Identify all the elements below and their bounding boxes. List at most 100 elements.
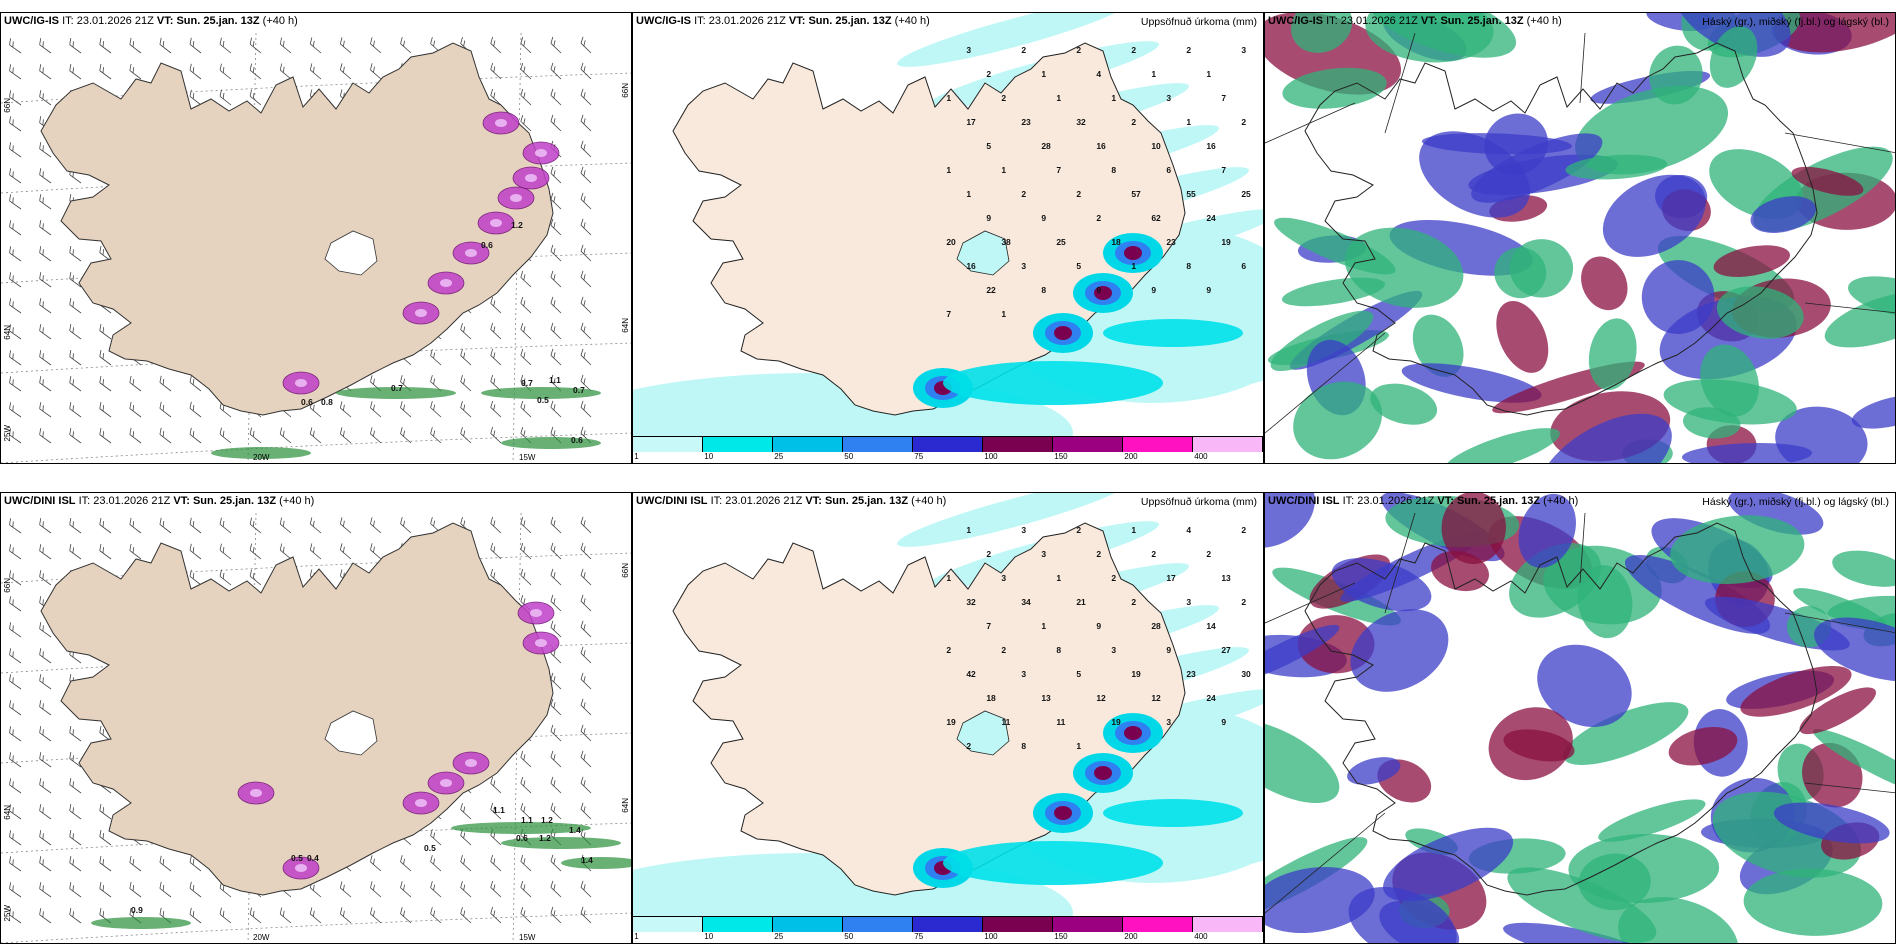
panel-title: Háský (gr.), miðský (fj.bl.) og lágský (… xyxy=(1702,496,1889,508)
wind-value-label: 1.4 xyxy=(569,825,581,835)
wind-value-label: 1.2 xyxy=(541,815,553,825)
lat-label: 66N xyxy=(621,83,630,98)
colorbar-label: 75 xyxy=(914,452,924,461)
precip-value-label: 1 xyxy=(946,93,951,103)
colorbar-label: 200 xyxy=(1124,932,1138,941)
precip-value-label: 8 xyxy=(1186,261,1191,271)
precip-value-label: 28 xyxy=(1151,621,1161,631)
precip-value-label: 2 xyxy=(1131,597,1136,607)
precip-value-label: 1 xyxy=(1131,525,1136,535)
model-name: UWC/DINI ISL xyxy=(4,495,76,507)
precip-value-label: 13 xyxy=(1041,693,1051,703)
precip-value-label: 3 xyxy=(1111,645,1116,655)
precip-value-label: 1 xyxy=(1131,261,1136,271)
precip-value-label: 7 xyxy=(986,621,991,631)
precip-value-label: 34 xyxy=(1021,597,1031,607)
precip-value-label: 1 xyxy=(966,189,971,199)
precip-value-label: 3 xyxy=(966,45,971,55)
lon-label: 15W xyxy=(519,453,536,462)
precip-value-label: 16 xyxy=(1096,141,1106,151)
colorbar-swatch xyxy=(1053,917,1123,932)
precip-value-label: 25 xyxy=(1241,189,1251,199)
cloud-panel-row1: UWC/IG-IS IT: 23.01.2026 21Z VT: Sun. 25… xyxy=(1264,12,1896,464)
colorbar-swatch xyxy=(913,437,983,452)
precip-value-label: 11 xyxy=(1001,717,1010,727)
precip-value-label: 2 xyxy=(1021,189,1026,199)
colorbar-label: 150 xyxy=(1054,452,1068,461)
lon-label: 25W xyxy=(3,905,12,922)
colorbar-swatch xyxy=(843,437,913,452)
precip-value-label: 14 xyxy=(1206,621,1216,631)
lat-label: 64N xyxy=(3,805,12,820)
colorbar-label: 50 xyxy=(844,452,854,461)
precip-value-label: 28 xyxy=(1041,141,1051,151)
colorbar-label: 50 xyxy=(844,932,854,941)
precip-value-label: 3 xyxy=(1001,573,1006,583)
colorbar-label: 1 xyxy=(634,932,639,941)
lat-label: 66N xyxy=(3,578,12,593)
colorbar-swatch xyxy=(633,437,703,452)
init-time: 23.01.2026 21Z xyxy=(93,495,171,507)
colorbar-label: 75 xyxy=(914,932,924,941)
precip-value-label: 24 xyxy=(1206,693,1216,703)
wind-value-label: 0.7 xyxy=(573,385,585,395)
wind-value-label: 0.6 xyxy=(516,833,528,843)
precip-value-label: 6 xyxy=(1166,165,1171,175)
precip-value-label: 22 xyxy=(986,285,996,295)
precip-value-label: 7 xyxy=(1221,93,1226,103)
precip-value-label: 4 xyxy=(1186,525,1191,535)
precip-value-label: 2 xyxy=(1241,597,1246,607)
precip-panel-row2: UWC/DINI ISL IT: 23.01.2026 21Z VT: Sun.… xyxy=(632,492,1264,944)
colorbar-swatch xyxy=(773,917,843,932)
lat-label: 64N xyxy=(3,325,12,340)
precip-value-label: 8 xyxy=(1041,285,1046,295)
precip-value-label: 3 xyxy=(1021,525,1026,535)
precip-value-label: 2 xyxy=(1076,189,1081,199)
precip-value-label: 23 xyxy=(1166,237,1176,247)
colorbar-swatch xyxy=(983,437,1053,452)
wind-value-label: 0.7 xyxy=(391,383,403,393)
precip-value-label: 11 xyxy=(1056,717,1065,727)
wind-value-label: 0.5 xyxy=(291,853,303,863)
precip-value-label: 7 xyxy=(946,309,951,319)
precip-value-label: 62 xyxy=(1151,213,1161,223)
precip-value-label: 24 xyxy=(1206,213,1216,223)
panel-title: Háský (gr.), miðský (fj.bl.) og lágský (… xyxy=(1702,16,1889,28)
precip-value-label: 5 xyxy=(1076,261,1081,271)
colorbar-label: 10 xyxy=(704,932,714,941)
panel-title: Uppsöfnuð úrkoma (mm) xyxy=(1140,16,1257,28)
wind-value-label: 0.9 xyxy=(131,905,143,915)
precip-value-label: 12 xyxy=(1151,693,1161,703)
precip-value-label: 21 xyxy=(1076,597,1086,607)
precip-value-label: 19 xyxy=(1111,717,1121,727)
precip-value-label: 2 xyxy=(1021,45,1026,55)
lat-label: 64N xyxy=(621,318,630,333)
precip-value-label: 1 xyxy=(1151,69,1156,79)
precip-value-label: 2 xyxy=(1076,45,1081,55)
cloud-panel-row2: UWC/DINI ISL IT: 23.01.2026 21Z VT: Sun.… xyxy=(1264,492,1896,944)
wind-value-label: 0.6 xyxy=(481,240,493,250)
precip-value-label: 1 xyxy=(1001,165,1006,175)
precip-value-label: 1 xyxy=(1056,573,1061,583)
wind-value-label: 0.7 xyxy=(521,378,533,388)
wind-value-label: 1.1 xyxy=(549,375,561,385)
colorbar-label: 25 xyxy=(774,932,784,941)
precip-value-label: 3 xyxy=(1241,45,1246,55)
precip-value-label: 3 xyxy=(1021,669,1026,679)
precip-value-label: 8 xyxy=(1056,645,1061,655)
precip-value-label: 9 xyxy=(1206,285,1211,295)
precip-value-label: 19 xyxy=(1221,237,1231,247)
precip-value-label: 32 xyxy=(966,597,976,607)
precip-value-label: 2 xyxy=(1001,93,1006,103)
precip-value-label: 16 xyxy=(966,261,976,271)
valid-time: Sun. 25.jan. 13Z xyxy=(192,495,277,507)
colorbar-label: 400 xyxy=(1194,452,1208,461)
precip-value-label: 1 xyxy=(1041,621,1046,631)
precip-value-label: 30 xyxy=(1241,669,1251,679)
precip-value-label: 1 xyxy=(1041,69,1046,79)
colorbar-label: 200 xyxy=(1124,452,1138,461)
precip-value-label: 5 xyxy=(1076,669,1081,679)
colorbar: 1 10 25 50 75 100 150 200 400 xyxy=(633,436,1263,463)
wind-value-label: 1.4 xyxy=(581,855,593,865)
precip-value-label: 20 xyxy=(946,237,956,247)
